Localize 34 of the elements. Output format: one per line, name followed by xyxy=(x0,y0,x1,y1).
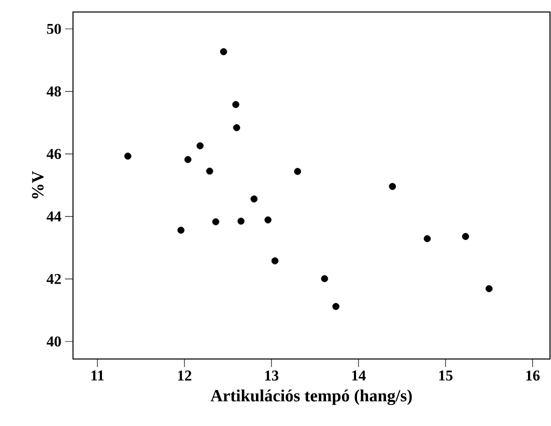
x-tick-label: 16 xyxy=(526,370,540,381)
x-axis-title: Artikulációs tempó (hang/s) xyxy=(210,389,412,406)
y-axis-title: %V xyxy=(32,171,44,198)
point xyxy=(388,182,396,190)
x-tick-label: 14 xyxy=(352,370,366,380)
x-tick-label: 11 xyxy=(91,370,104,380)
point xyxy=(321,275,328,282)
point xyxy=(220,48,228,56)
point xyxy=(184,156,192,164)
point xyxy=(237,218,244,225)
y-tick-label: 40 xyxy=(46,336,61,347)
y-tick-label: 50 xyxy=(47,24,61,34)
point xyxy=(294,168,302,175)
x-tick-label: 12 xyxy=(178,370,192,380)
y-tick-label: 44 xyxy=(46,212,62,222)
point xyxy=(212,218,220,226)
point xyxy=(177,226,184,234)
x-tick-label: 15 xyxy=(439,370,452,381)
y-tick-label: 46 xyxy=(46,148,62,159)
point xyxy=(424,235,431,242)
point xyxy=(206,168,214,175)
y-tick-label: 42 xyxy=(46,274,61,284)
point xyxy=(233,124,240,132)
x-tick-label: 13 xyxy=(265,370,278,381)
point xyxy=(232,101,240,108)
point xyxy=(271,257,278,264)
y-tick-label: 48 xyxy=(46,86,61,96)
point xyxy=(124,152,132,160)
point xyxy=(196,142,204,150)
point xyxy=(462,232,470,240)
point xyxy=(486,285,493,292)
point xyxy=(250,195,258,202)
point xyxy=(332,302,340,310)
point xyxy=(264,216,272,224)
